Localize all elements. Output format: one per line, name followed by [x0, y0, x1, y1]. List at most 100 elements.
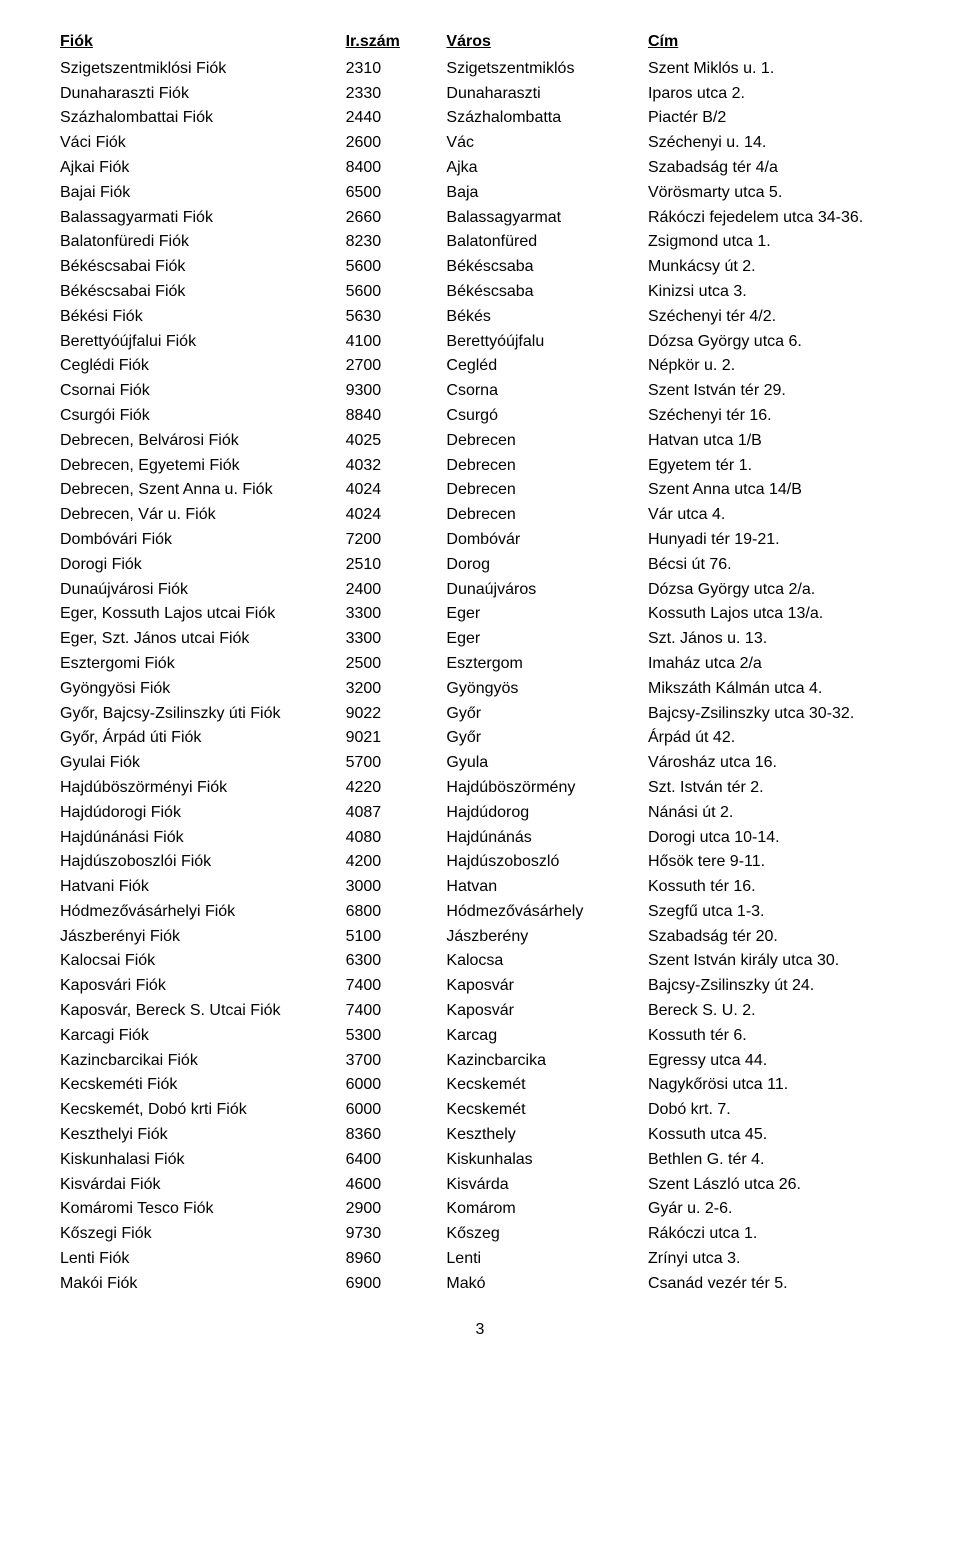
table-cell: Hajdúszoboszlói Fiók — [60, 850, 346, 875]
table-cell: Mikszáth Kálmán utca 4. — [648, 677, 900, 702]
table-cell: 6000 — [346, 1073, 447, 1098]
table-cell: 2330 — [346, 82, 447, 107]
table-row: Dunaújvárosi Fiók2400DunaújvárosDózsa Gy… — [60, 578, 900, 603]
table-cell: Békéscsaba — [446, 280, 648, 305]
table-cell: 3700 — [346, 1049, 447, 1074]
table-cell: Széchenyi tér 16. — [648, 404, 900, 429]
table-cell: 6000 — [346, 1098, 447, 1123]
table-cell: 2600 — [346, 131, 447, 156]
table-cell: Vár utca 4. — [648, 503, 900, 528]
table-cell: Hajdúdorog — [446, 801, 648, 826]
table-cell: 4080 — [346, 826, 447, 851]
table-cell: 2900 — [346, 1197, 447, 1222]
table-cell: Eger — [446, 627, 648, 652]
table-cell: Egressy utca 44. — [648, 1049, 900, 1074]
table-row: Karcagi Fiók5300KarcagKossuth tér 6. — [60, 1024, 900, 1049]
table-cell: Kossuth tér 16. — [648, 875, 900, 900]
table-cell: 6800 — [346, 900, 447, 925]
table-cell: Ceglédi Fiók — [60, 354, 346, 379]
table-cell: 9730 — [346, 1222, 447, 1247]
table-row: Kiskunhalasi Fiók6400KiskunhalasBethlen … — [60, 1148, 900, 1173]
table-cell: 2500 — [346, 652, 447, 677]
table-cell: 4100 — [346, 330, 447, 355]
table-cell: Dunaharaszti — [446, 82, 648, 107]
table-cell: Kaposvári Fiók — [60, 974, 346, 999]
table-cell: Váci Fiók — [60, 131, 346, 156]
table-cell: Hatvan utca 1/B — [648, 429, 900, 454]
table-cell: Dunaújváros — [446, 578, 648, 603]
table-cell: Kossuth Lajos utca 13/a. — [648, 602, 900, 627]
table-cell: Békés — [446, 305, 648, 330]
table-cell: 8400 — [346, 156, 447, 181]
table-row: Békéscsabai Fiók5600BékéscsabaKinizsi ut… — [60, 280, 900, 305]
table-cell: Szabadság tér 4/a — [648, 156, 900, 181]
table-row: Százhalombattai Fiók2440SzázhalombattaPi… — [60, 106, 900, 131]
table-cell: Bajai Fiók — [60, 181, 346, 206]
table-cell: Városház utca 16. — [648, 751, 900, 776]
table-cell: Esztergom — [446, 652, 648, 677]
table-cell: Szent Anna utca 14/B — [648, 478, 900, 503]
table-cell: Győr, Bajcsy-Zsilinszky úti Fiók — [60, 702, 346, 727]
table-row: Kisvárdai Fiók4600KisvárdaSzent László u… — [60, 1173, 900, 1198]
table-row: Győr, Árpád úti Fiók9021GyőrÁrpád út 42. — [60, 726, 900, 751]
table-cell: Zsigmond utca 1. — [648, 230, 900, 255]
table-cell: Csorna — [446, 379, 648, 404]
table-row: Ceglédi Fiók2700CeglédNépkör u. 2. — [60, 354, 900, 379]
table-cell: 5630 — [346, 305, 447, 330]
table-cell: Hajdúböszörmény — [446, 776, 648, 801]
table-cell: Dózsa György utca 6. — [648, 330, 900, 355]
table-cell: Bereck S. U. 2. — [648, 999, 900, 1024]
table-cell: Hunyadi tér 19-21. — [648, 528, 900, 553]
table-cell: 9022 — [346, 702, 447, 727]
table-cell: 3300 — [346, 627, 447, 652]
table-cell: Keszthelyi Fiók — [60, 1123, 346, 1148]
table-cell: Lenti — [446, 1247, 648, 1272]
table-cell: Debrecen, Egyetemi Fiók — [60, 454, 346, 479]
table-cell: Kisvárda — [446, 1173, 648, 1198]
table-cell: Dunaújvárosi Fiók — [60, 578, 346, 603]
table-cell: Rákóczi fejedelem utca 34-36. — [648, 206, 900, 231]
table-cell: 5600 — [346, 280, 447, 305]
table-cell: Cegléd — [446, 354, 648, 379]
table-cell: Szigetszentmiklósi Fiók — [60, 57, 346, 82]
table-cell: 4024 — [346, 478, 447, 503]
table-row: Eger, Kossuth Lajos utcai Fiók3300EgerKo… — [60, 602, 900, 627]
table-cell: Komáromi Tesco Fiók — [60, 1197, 346, 1222]
table-row: Hódmezővásárhelyi Fiók6800Hódmezővásárhe… — [60, 900, 900, 925]
table-cell: Árpád út 42. — [648, 726, 900, 751]
table-cell: Kinizsi utca 3. — [648, 280, 900, 305]
table-row: Győr, Bajcsy-Zsilinszky úti Fiók9022Győr… — [60, 702, 900, 727]
col-header-fiok: Fiók — [60, 30, 346, 57]
table-cell: Makó — [446, 1272, 648, 1297]
table-cell: Debrecen — [446, 429, 648, 454]
table-cell: Eger — [446, 602, 648, 627]
table-row: Kaposvári Fiók7400KaposvárBajcsy-Zsilins… — [60, 974, 900, 999]
table-cell: Lenti Fiók — [60, 1247, 346, 1272]
table-cell: 9021 — [346, 726, 447, 751]
table-cell: Debrecen — [446, 503, 648, 528]
table-cell: Balatonfüredi Fiók — [60, 230, 346, 255]
table-cell: Hajdúszoboszló — [446, 850, 648, 875]
table-cell: Kaposvár, Bereck S. Utcai Fiók — [60, 999, 346, 1024]
table-row: Békési Fiók5630BékésSzéchenyi tér 4/2. — [60, 305, 900, 330]
table-cell: Hódmezővásárhely — [446, 900, 648, 925]
table-row: Kecskeméti Fiók6000KecskemétNagykőrösi u… — [60, 1073, 900, 1098]
table-cell: 4200 — [346, 850, 447, 875]
table-cell: Bécsi út 76. — [648, 553, 900, 578]
table-cell: Kalocsa — [446, 949, 648, 974]
table-cell: Munkácsy út 2. — [648, 255, 900, 280]
table-cell: Kecskemét — [446, 1098, 648, 1123]
table-cell: Berettyóújfalui Fiók — [60, 330, 346, 355]
table-row: Csurgói Fiók8840CsurgóSzéchenyi tér 16. — [60, 404, 900, 429]
table-cell: Piactér B/2 — [648, 106, 900, 131]
table-row: Kaposvár, Bereck S. Utcai Fiók7400Kaposv… — [60, 999, 900, 1024]
table-cell: Dombóvár — [446, 528, 648, 553]
table-cell: Békéscsaba — [446, 255, 648, 280]
table-cell: Csanád vezér tér 5. — [648, 1272, 900, 1297]
table-cell: 8230 — [346, 230, 447, 255]
table-cell: Hajdúnánás — [446, 826, 648, 851]
table-cell: Békéscsabai Fiók — [60, 280, 346, 305]
table-cell: Kossuth tér 6. — [648, 1024, 900, 1049]
table-cell: Bethlen G. tér 4. — [648, 1148, 900, 1173]
table-cell: Békési Fiók — [60, 305, 346, 330]
